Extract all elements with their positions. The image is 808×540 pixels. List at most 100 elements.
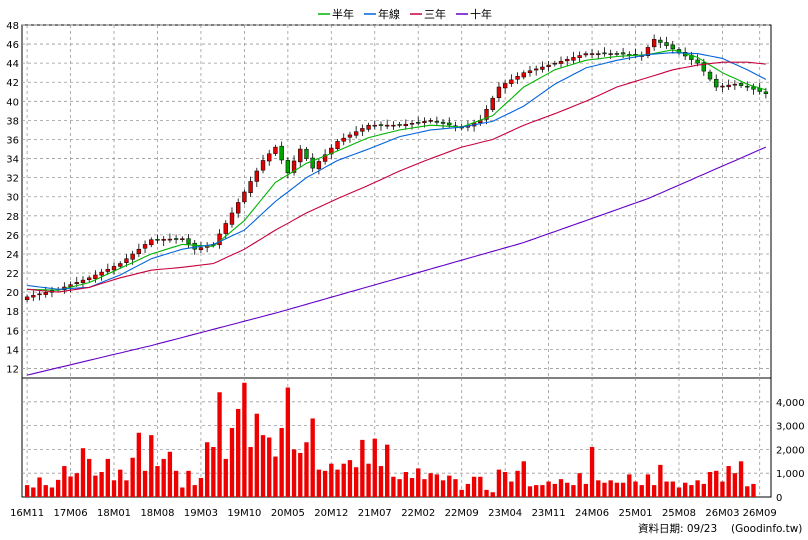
candle xyxy=(428,118,433,124)
candle xyxy=(180,236,185,243)
volume-bar xyxy=(285,387,291,497)
volume-bar xyxy=(254,413,259,497)
price-tick-label: 14 xyxy=(6,345,19,356)
x-tick-label: 25M08 xyxy=(662,508,696,519)
volume-tick-label: 0 xyxy=(776,493,782,504)
candle xyxy=(521,70,526,80)
volume-bar xyxy=(198,477,204,497)
volume-bar xyxy=(496,469,502,497)
volume-bar xyxy=(403,472,408,497)
candle xyxy=(341,133,346,146)
volume-bar xyxy=(571,485,576,497)
volume-bar xyxy=(738,461,744,497)
candle xyxy=(136,243,142,257)
volume-bar xyxy=(651,485,657,497)
volume-bar xyxy=(422,479,427,497)
x-tick-label: 26M03 xyxy=(705,508,739,519)
price-tick-label: 38 xyxy=(6,116,19,127)
price-tick-label: 26 xyxy=(6,231,19,242)
candle xyxy=(142,240,148,254)
x-tick-label: 18M08 xyxy=(140,508,174,519)
volume-bar xyxy=(664,481,669,497)
candle xyxy=(378,121,384,131)
candle xyxy=(279,141,284,164)
volume-bar xyxy=(192,485,197,497)
x-tick-label: 25M01 xyxy=(618,508,652,519)
volume-bar xyxy=(186,470,191,497)
volume-bar xyxy=(335,469,340,497)
volume-bar xyxy=(720,481,725,497)
candle xyxy=(248,176,253,197)
legend: 半年 年線 三年 十年 xyxy=(318,7,492,21)
volume-bar xyxy=(217,392,222,497)
volume-bar xyxy=(453,479,458,497)
price-tick-label: 28 xyxy=(6,212,19,223)
candle xyxy=(260,154,266,174)
volume-bar xyxy=(391,476,396,497)
x-tick-label: 24M06 xyxy=(575,508,609,519)
candle xyxy=(149,237,154,248)
price-tick-label: 32 xyxy=(6,174,19,185)
candle xyxy=(440,118,446,130)
volume-bar xyxy=(155,466,160,497)
volume-bar xyxy=(242,382,247,497)
candle xyxy=(434,116,440,126)
volume-bar xyxy=(434,474,440,497)
volume-bar xyxy=(751,483,756,497)
volume-bar xyxy=(608,480,613,497)
x-tick-label: 22M02 xyxy=(401,508,435,519)
candle xyxy=(360,124,365,137)
candle xyxy=(298,145,303,167)
volume-bar xyxy=(310,418,315,497)
candle xyxy=(229,207,235,228)
volume-bar xyxy=(31,487,36,497)
candle xyxy=(267,149,272,166)
volume-bar xyxy=(509,481,514,497)
candle xyxy=(353,126,359,139)
candle xyxy=(602,47,607,57)
volume-bar xyxy=(527,486,533,497)
volume-tick-label: 3,000 xyxy=(776,422,805,433)
x-tick-label: 19M03 xyxy=(184,508,218,519)
volume-bar xyxy=(459,489,464,497)
candle xyxy=(527,66,533,77)
volume-bar xyxy=(99,472,104,497)
candle xyxy=(43,286,48,298)
volume-bar xyxy=(236,408,241,497)
price-tick-label: 12 xyxy=(6,364,19,375)
volume-bar xyxy=(540,485,545,497)
volume-bar xyxy=(142,470,148,497)
candle xyxy=(540,61,545,73)
legend-label: 十年 xyxy=(470,7,492,21)
candle xyxy=(651,34,657,51)
source-site-label: (Goodinfo.tw) xyxy=(731,523,802,535)
x-tick-label: 23M11 xyxy=(532,508,566,519)
candle xyxy=(596,50,601,60)
candle xyxy=(24,294,30,303)
volume-bar xyxy=(447,475,452,497)
volume-bar xyxy=(701,483,706,497)
volume-bar xyxy=(639,485,644,497)
price-tick-label: 48 xyxy=(6,21,19,32)
candle xyxy=(316,158,322,175)
volume-bar xyxy=(341,463,346,497)
volume-bar xyxy=(211,447,216,497)
candle xyxy=(645,45,651,59)
volume-bar xyxy=(577,473,582,497)
x-tick-label: 18M01 xyxy=(97,508,131,519)
candle xyxy=(732,80,738,90)
volume-bar xyxy=(726,466,731,497)
volume-bar xyxy=(471,476,477,497)
volume-bar xyxy=(43,485,48,497)
volume-bar xyxy=(223,458,228,497)
volume-bar xyxy=(683,482,688,497)
candle xyxy=(714,74,719,91)
candle xyxy=(589,48,595,59)
volume-bar xyxy=(62,466,67,497)
ma-half-line xyxy=(27,49,767,291)
candle xyxy=(552,60,557,67)
candle xyxy=(490,95,495,113)
candle xyxy=(322,149,328,165)
ma-ten-year-line xyxy=(26,146,767,376)
volume-bar xyxy=(707,472,713,497)
